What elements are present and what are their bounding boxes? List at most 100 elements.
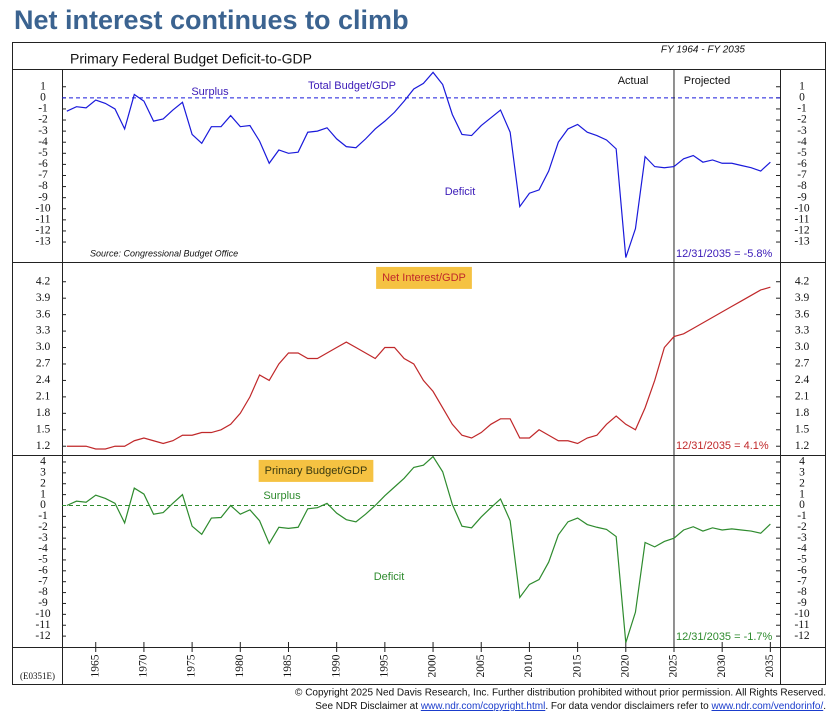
y-tick-label-right: 1.2	[795, 440, 810, 452]
frame	[12, 42, 826, 685]
y-tick-label-right: -1	[797, 510, 807, 522]
y-tick-label: 0	[40, 91, 46, 103]
series-label-box	[376, 266, 472, 289]
annotation: Deficit	[445, 186, 476, 198]
y-tick-label-right: 0	[799, 91, 805, 103]
y-tick-label: -7	[38, 169, 48, 181]
y-tick-label: -4	[38, 136, 48, 148]
y-tick-label-right: -13	[794, 236, 810, 248]
y-tick-label-right: -7	[797, 575, 807, 587]
annotation: Deficit	[374, 571, 405, 583]
y-tick-label-right: 1.5	[795, 423, 810, 435]
x-tick-label: 1985	[282, 654, 294, 677]
y-tick-label: -1	[38, 510, 48, 522]
y-tick-label: -7	[38, 575, 48, 587]
y-tick-label-right: -2	[797, 114, 807, 126]
y-tick-label-right: 1	[799, 80, 805, 92]
annotation: Projected	[684, 75, 730, 87]
y-tick-label: -2	[38, 114, 48, 126]
x-tick-label: 1995	[378, 654, 390, 677]
y-tick-label-right: -10	[794, 202, 810, 214]
y-tick-label: 2	[40, 477, 46, 489]
y-tick-label: 0	[40, 499, 46, 511]
annotation: Source: Congressional Budget Office	[90, 248, 238, 258]
y-tick-label-right: 1	[799, 488, 805, 500]
series-label-box	[258, 459, 374, 482]
y-tick-label-right: -12	[794, 225, 810, 237]
y-tick-label: 3.9	[36, 292, 51, 304]
y-tick-label-right: -11	[795, 213, 810, 225]
series-label: Primary Budget/GDP	[265, 465, 368, 477]
y-tick-label: -9	[38, 597, 48, 609]
y-tick-label: 1	[40, 80, 46, 92]
y-tick-label-right: 3	[799, 466, 805, 478]
y-tick-label: 4	[40, 456, 46, 468]
y-tick-label-right: -12	[794, 630, 810, 642]
chart-subtitle: FY 1964 - FY 2035	[661, 45, 746, 56]
y-tick-label: 1.5	[36, 423, 51, 435]
y-tick-label: 1	[40, 488, 46, 500]
x-tick-label: 2030	[716, 654, 728, 677]
y-tick-label-right: -9	[797, 597, 807, 609]
series-label: Total Budget/GDP	[308, 80, 396, 92]
data-line	[66, 286, 771, 450]
annotation: 12/31/2035 = -1.7%	[676, 631, 773, 643]
y-tick-label: -11	[36, 213, 51, 225]
y-tick-label-right: -4	[797, 136, 807, 148]
annotation: Surplus	[263, 490, 301, 502]
x-tick-label: 2000	[427, 654, 439, 677]
y-tick-label: 3.3	[36, 325, 51, 337]
y-tick-label: 3	[40, 466, 46, 478]
y-tick-label-right: 2.7	[795, 358, 810, 370]
chart-title: Primary Federal Budget Deficit-to-GDP	[70, 51, 312, 67]
annotation: Actual	[618, 75, 649, 87]
y-tick-label-right: -5	[797, 147, 807, 159]
y-tick-label-right: -9	[797, 191, 807, 203]
y-tick-label-right: 4	[799, 456, 805, 468]
y-tick-label: -11	[36, 619, 51, 631]
y-tick-label-right: -3	[797, 532, 807, 544]
x-tick-label: 2035	[764, 654, 776, 677]
x-tick-label: 1975	[186, 654, 198, 677]
y-tick-label: 2.4	[36, 374, 51, 386]
disclaimer-text: .	[823, 701, 826, 712]
y-tick-label-right: 4.2	[795, 275, 810, 287]
disclaimer: See NDR Disclaimer at www.ndr.com/copyri…	[315, 701, 826, 712]
y-tick-label-right: -11	[795, 619, 810, 631]
y-tick-label: 1.8	[36, 407, 51, 419]
link[interactable]: www.ndr.com/copyright.html	[420, 701, 546, 712]
y-tick-label-right: -8	[797, 586, 807, 598]
disclaimer-text: . For data vendor disclaimers refer to	[545, 701, 711, 712]
y-tick-label-right: 2	[799, 477, 805, 489]
y-tick-label-right: -1	[797, 103, 807, 115]
annotation: 12/31/2035 = -5.8%	[676, 248, 773, 260]
y-tick-label: -4	[38, 543, 48, 555]
y-tick-label: -13	[35, 236, 51, 248]
y-tick-label-right: 3.0	[795, 341, 810, 353]
y-tick-label: -3	[38, 532, 48, 544]
chart-code: (E0351E)	[20, 671, 55, 681]
y-tick-label-right: -4	[797, 543, 807, 555]
y-tick-label-right: 3.3	[795, 325, 810, 337]
x-tick-label: 1970	[138, 654, 150, 677]
y-tick-label-right: -6	[797, 158, 807, 170]
y-tick-label: 4.2	[36, 275, 51, 287]
y-tick-label-right: 1.8	[795, 407, 810, 419]
link[interactable]: www.ndr.com/vendorinfo/	[711, 701, 824, 712]
y-tick-label: -9	[38, 191, 48, 203]
y-tick-label: -5	[38, 554, 48, 566]
y-tick-label: -6	[38, 158, 48, 170]
y-tick-label: -10	[35, 202, 51, 214]
disclaimer-text: See NDR Disclaimer at	[315, 701, 421, 712]
y-tick-label-right: -2	[797, 521, 807, 533]
x-tick-label: 2020	[619, 654, 631, 677]
x-tick-label: 1980	[234, 654, 246, 677]
annotation: Surplus	[191, 86, 229, 98]
y-tick-label: -5	[38, 147, 48, 159]
annotation: 12/31/2035 = 4.1%	[676, 440, 769, 452]
y-tick-label-right: 2.4	[795, 374, 810, 386]
data-line	[66, 71, 771, 258]
y-tick-label: 1.2	[36, 440, 51, 452]
y-tick-label: -12	[35, 630, 51, 642]
